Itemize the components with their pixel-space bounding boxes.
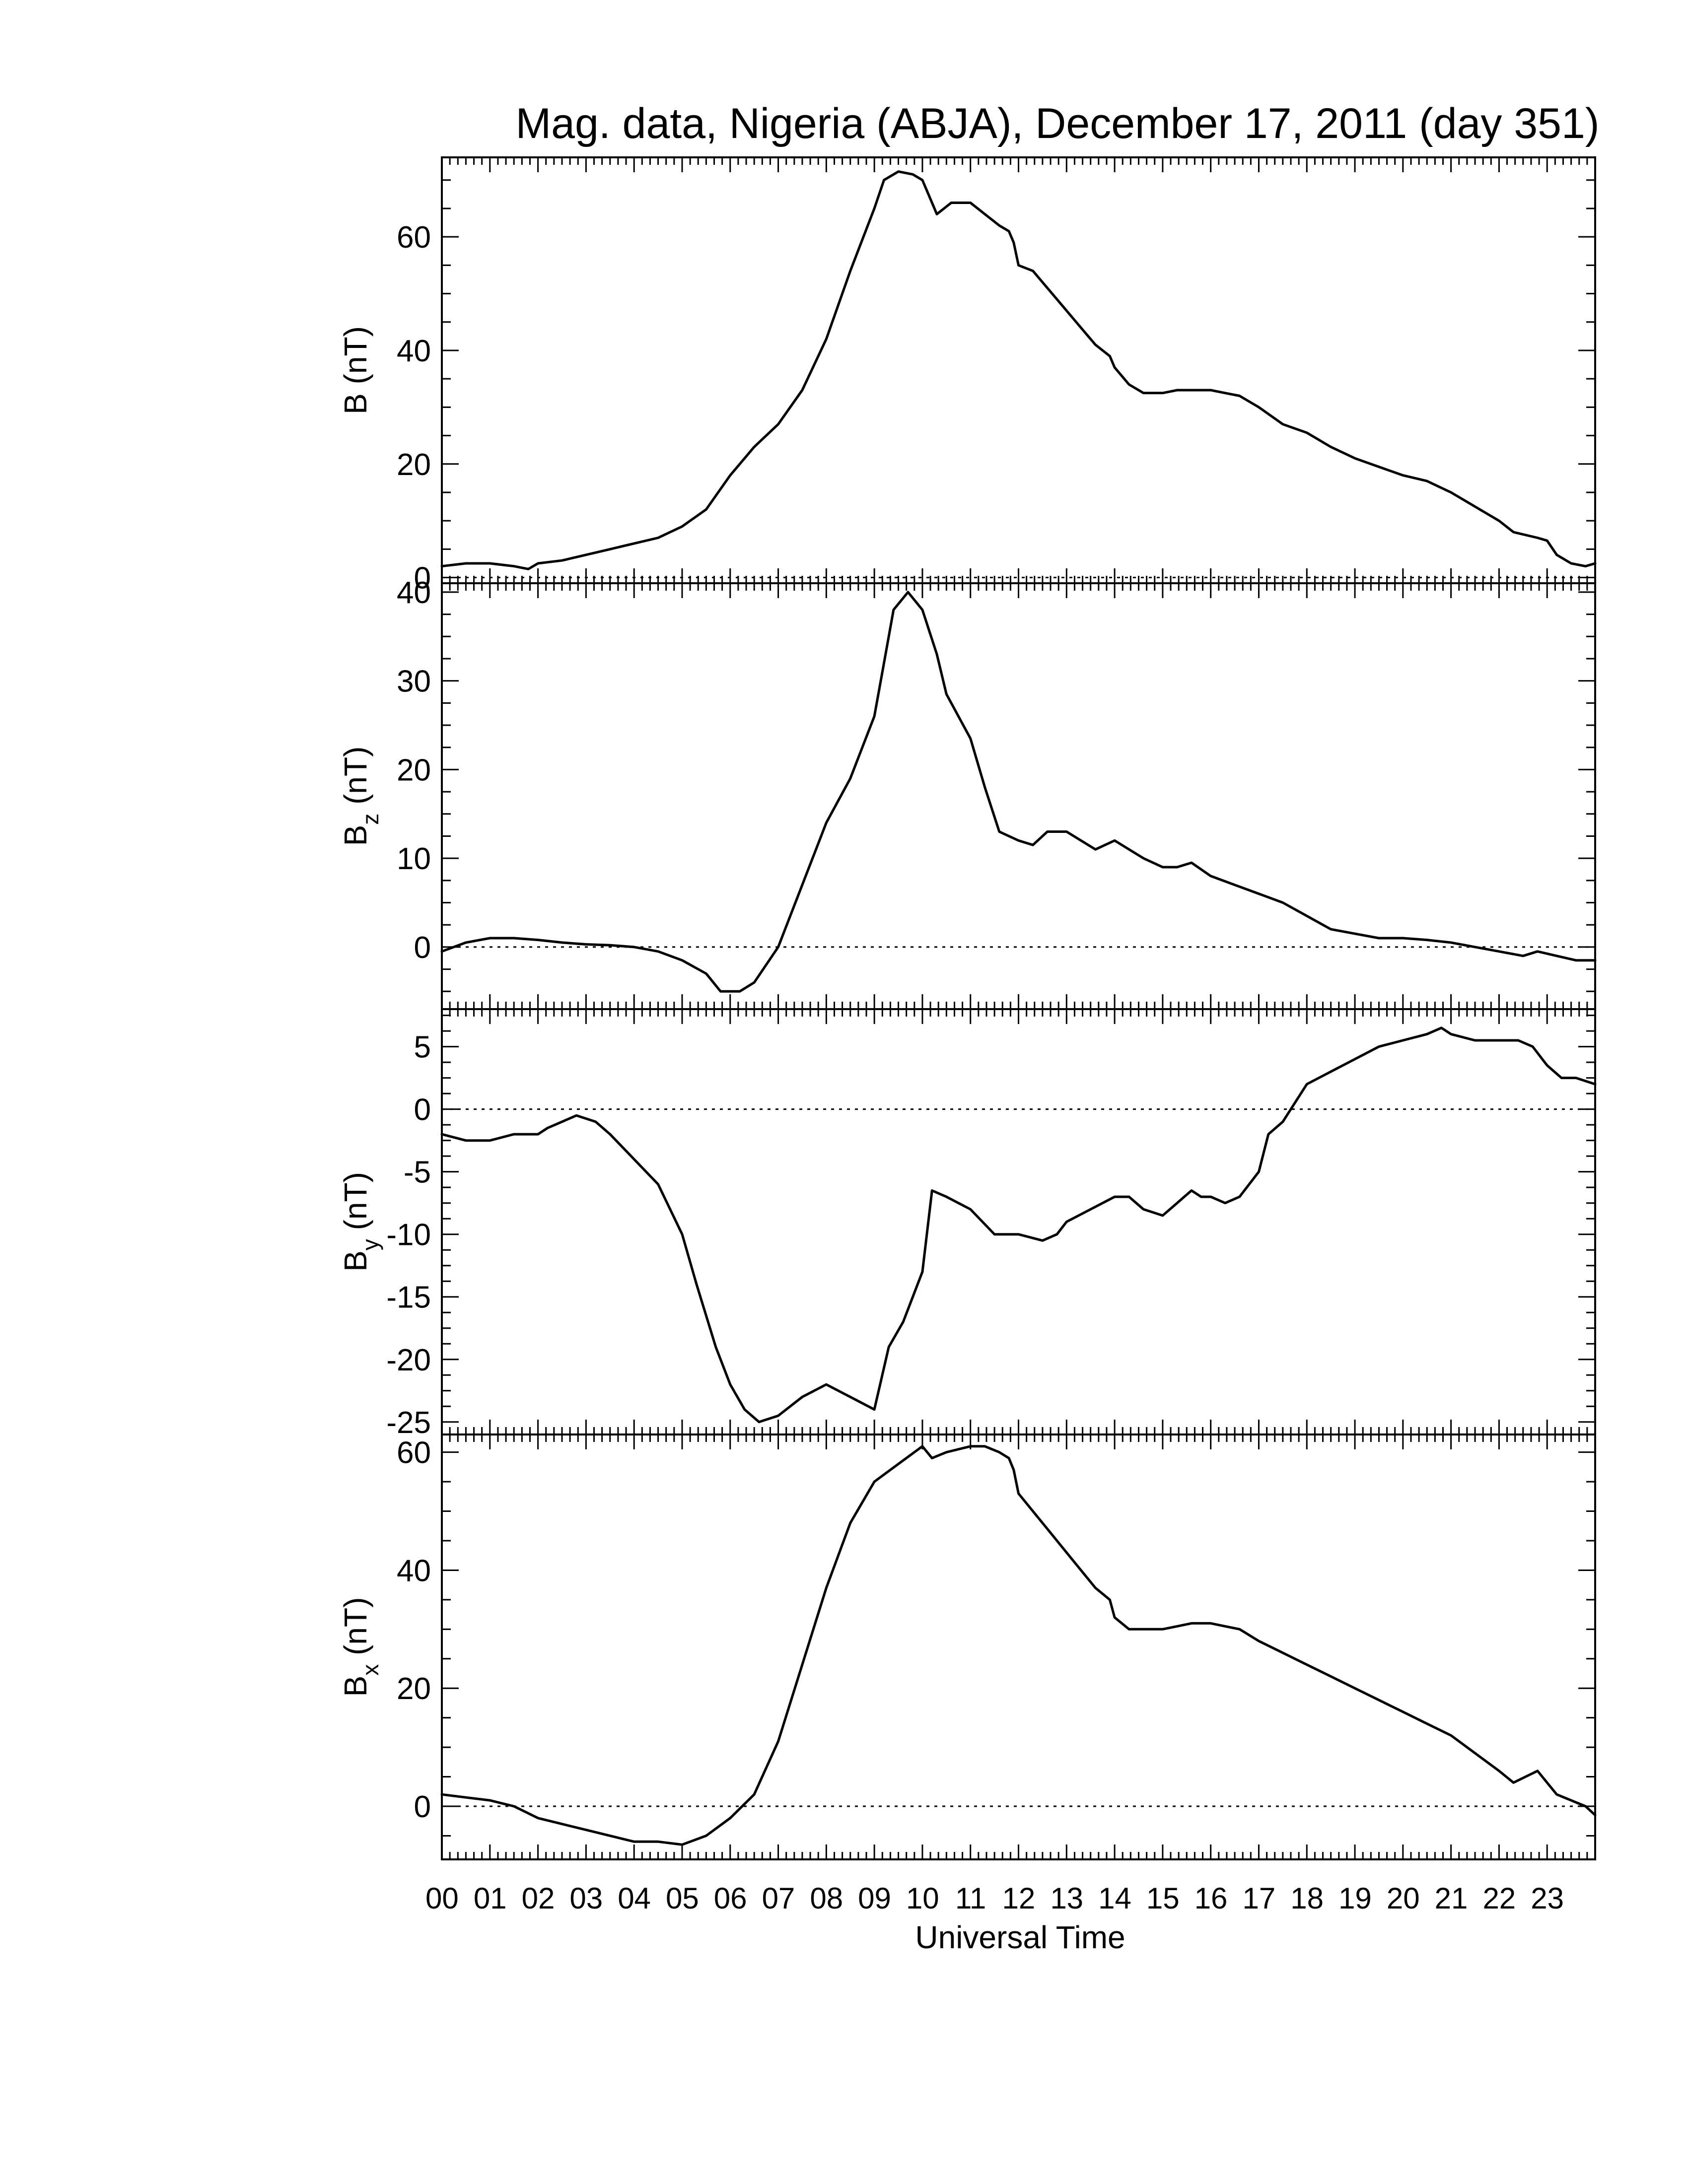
y-tick-label: 40 xyxy=(397,576,431,610)
series-line-bx xyxy=(440,1445,1597,1846)
y-axis-label-unit: (nT) xyxy=(338,1597,373,1664)
y-axis-label-base: B xyxy=(338,1676,373,1697)
x-tick-label: 09 xyxy=(858,1882,891,1915)
x-tick-label: 14 xyxy=(1098,1882,1131,1915)
x-tick-label: 15 xyxy=(1146,1882,1180,1915)
y-axis-label: Bz (nT) xyxy=(338,747,383,846)
panel-frame xyxy=(441,1433,1596,1860)
y-axis-label-base: B xyxy=(338,1250,373,1272)
x-tick-label: 12 xyxy=(1002,1882,1036,1915)
y-tick-label: 0 xyxy=(414,561,431,596)
y-tick-label: 20 xyxy=(397,448,431,482)
chart-title: Mag. data, Nigeria (ABJA), December 17, … xyxy=(516,100,1600,147)
x-tick-label: 16 xyxy=(1195,1882,1228,1915)
x-tick-label: 21 xyxy=(1435,1882,1468,1915)
series-line-b xyxy=(440,170,1597,570)
x-tick-labels: 00 01 02 03 04 05 06 07 08 09 10 11 12 13 14 15 16 17 18 19… xyxy=(425,1882,1564,1915)
panels-group: 0 20 40 60 B (nT) 0 10 20 30 40 Bz (nT) -25 -20 -15 -1… xyxy=(338,156,1597,1860)
x-tick-label: 22 xyxy=(1482,1882,1516,1915)
panel-bx: 0 20 40 60 Bx (nT) xyxy=(338,1433,1597,1860)
x-tick-label: 08 xyxy=(810,1882,843,1915)
x-tick-label: 23 xyxy=(1531,1882,1564,1915)
panel-b: 0 20 40 60 B (nT) xyxy=(338,156,1597,596)
x-tick-label: 02 xyxy=(522,1882,555,1915)
x-tick-label: 01 xyxy=(474,1882,507,1915)
y-tick-label: 5 xyxy=(414,1030,431,1065)
x-tick-label: 13 xyxy=(1050,1882,1083,1915)
panel-frame xyxy=(441,1008,1596,1435)
x-tick-label: 05 xyxy=(666,1882,699,1915)
y-axis-label: B (nT) xyxy=(338,326,373,414)
y-tick-label: 20 xyxy=(397,1672,431,1706)
y-axis-label-subscript: x xyxy=(357,1664,383,1676)
x-axis-label: Universal Time xyxy=(915,1919,1125,1955)
y-tick-label: 60 xyxy=(397,220,431,255)
x-tick-label: 10 xyxy=(906,1882,939,1915)
y-axis-label: By (nT) xyxy=(338,1172,383,1272)
x-tick-label: 07 xyxy=(762,1882,795,1915)
x-tick-label: 20 xyxy=(1387,1882,1420,1915)
y-axis-label-unit: (nT) xyxy=(338,326,373,393)
y-tick-label: -5 xyxy=(404,1156,431,1190)
y-axis-label: Bx (nT) xyxy=(338,1597,383,1697)
y-axis-label-unit: (nT) xyxy=(338,1172,373,1239)
y-tick-label: -15 xyxy=(386,1281,431,1315)
x-tick-label: 18 xyxy=(1290,1882,1324,1915)
y-axis-label-base: B xyxy=(338,825,373,846)
y-tick-label: 40 xyxy=(397,334,431,368)
y-tick-label: -10 xyxy=(386,1218,431,1252)
y-axis-label-base: B xyxy=(338,393,373,414)
y-axis-label-unit: (nT) xyxy=(338,747,373,814)
y-tick-label: 20 xyxy=(397,753,431,787)
panel-bz: 0 10 20 30 40 Bz (nT) xyxy=(338,576,1597,1010)
panel-by: -25 -20 -15 -10 -5 0 5 By (nT) xyxy=(338,1008,1597,1440)
x-tick-label: 11 xyxy=(955,1882,986,1915)
x-tick-label: 04 xyxy=(618,1882,651,1915)
x-tick-label: 00 xyxy=(425,1882,459,1915)
x-tick-label: 19 xyxy=(1338,1882,1372,1915)
y-tick-label: 10 xyxy=(397,842,431,876)
series-line-bz xyxy=(440,591,1597,993)
y-tick-label: -20 xyxy=(386,1343,431,1377)
panel-frame xyxy=(441,156,1596,584)
y-axis-label-subscript: z xyxy=(357,814,383,825)
x-tick-label: 06 xyxy=(714,1882,747,1915)
y-axis-label-subscript: y xyxy=(357,1239,383,1250)
y-tick-label: 0 xyxy=(414,931,431,965)
y-tick-label: -25 xyxy=(386,1406,431,1440)
x-tick-label: 17 xyxy=(1242,1882,1275,1915)
y-tick-label: 0 xyxy=(414,1790,431,1824)
x-tick-label: 03 xyxy=(569,1882,603,1915)
y-tick-label: 40 xyxy=(397,1554,431,1588)
y-tick-label: 0 xyxy=(414,1093,431,1127)
series-line-by xyxy=(440,1026,1597,1424)
y-tick-label: 60 xyxy=(397,1436,431,1470)
y-tick-label: 30 xyxy=(397,665,431,699)
